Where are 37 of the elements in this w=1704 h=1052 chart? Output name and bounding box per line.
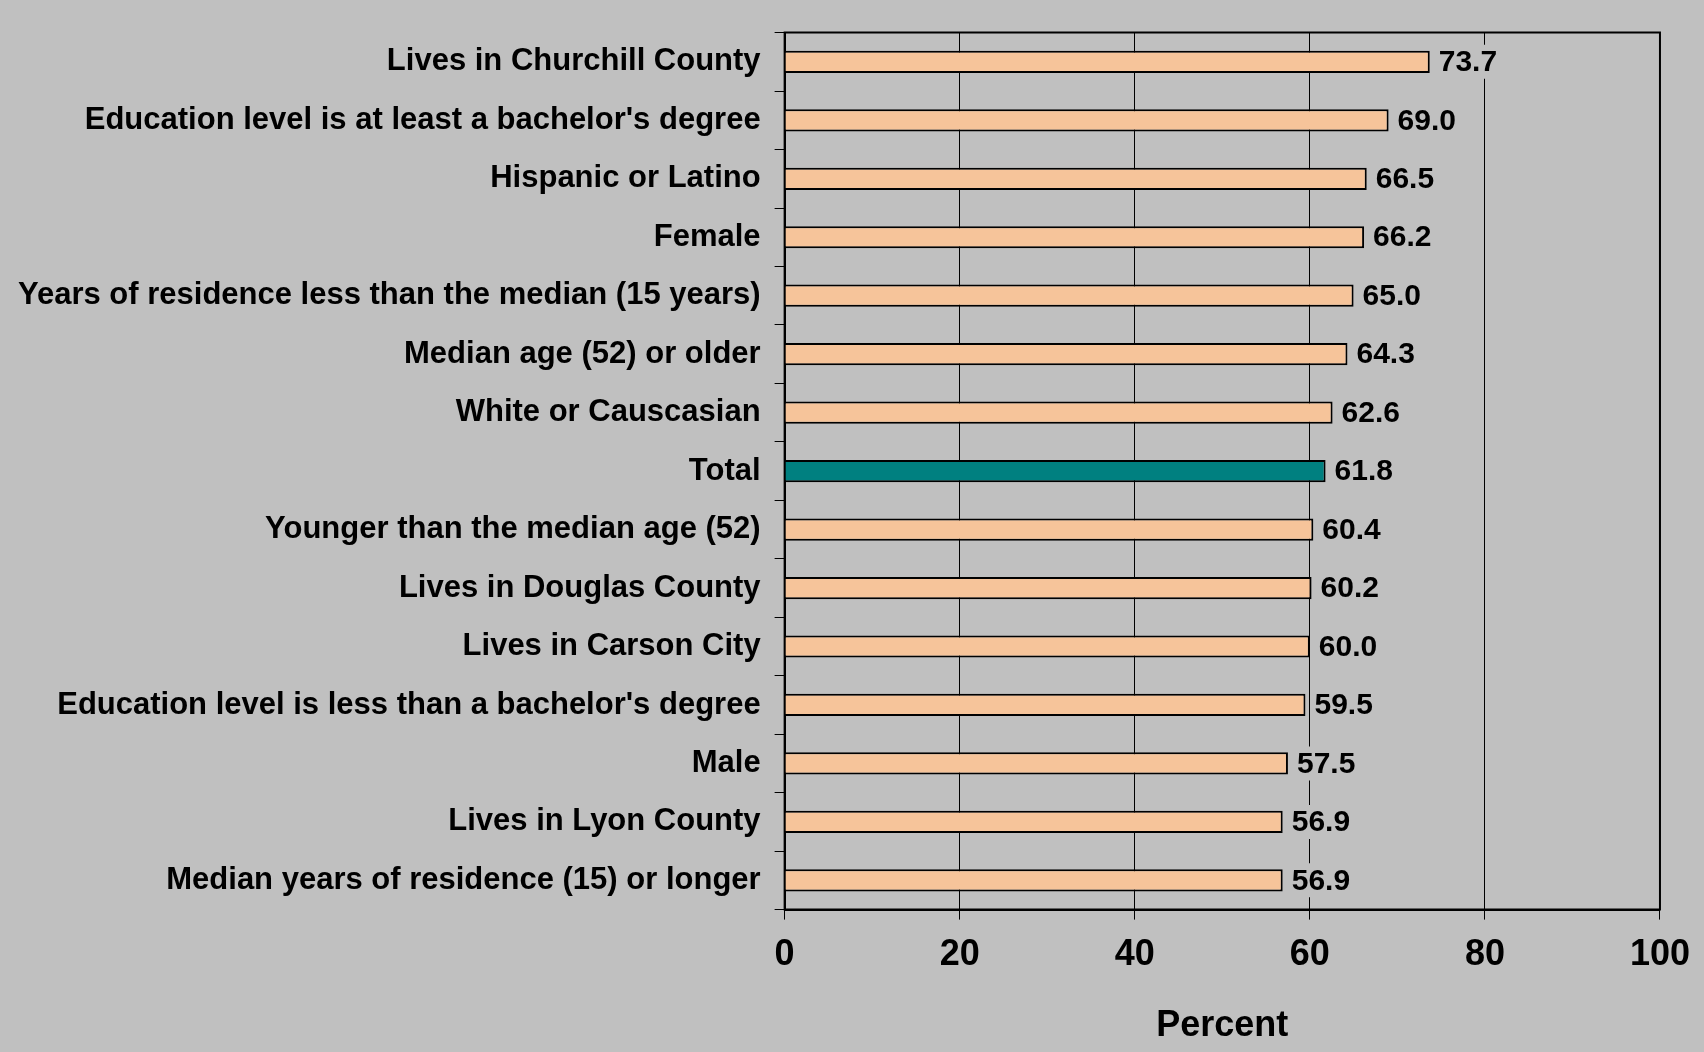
x-tick-label: 40 [1114,932,1155,974]
y-tick-label: Lives in Carson City [462,627,762,663]
y-tick-label: White or Causcasian [455,393,761,429]
x-tick-label: 60 [1289,932,1330,974]
y-tick-label: Male [691,743,761,779]
y-tick-label: Female [653,217,761,253]
y-tick-label: Median years of residence (15) or longer [166,860,761,896]
data-label: 66.5 [1375,161,1435,195]
data-label: 64.3 [1356,336,1415,370]
y-tick-label: Years of residence less than the median (15 years) [18,276,761,312]
y-tick-label: Education level is less than a bachelor's degree [57,685,761,721]
data-label: 59.5 [1314,687,1373,721]
y-tick-label: Hispanic or Latino [490,159,761,195]
x-tick-label: 100 [1629,932,1691,974]
data-label: 69.0 [1397,102,1456,136]
data-label: 60.4 [1322,511,1382,545]
data-label: 60.0 [1318,628,1378,662]
x-tick-label: 80 [1464,932,1505,974]
y-tick-label: Lives in Churchill County [386,42,762,78]
data-label: 61.8 [1334,453,1393,487]
x-tick-label: 0 [774,932,795,974]
data-label: 73.7 [1438,44,1498,78]
data-label: 65.0 [1362,277,1421,311]
y-tick-label: Education level is at least a bachelor's degree [84,100,761,136]
y-tick-label: Total [688,451,761,487]
data-label: 66.2 [1373,219,1432,253]
data-label: 56.9 [1291,862,1351,896]
y-tick-label: Younger than the median age (52) [265,510,761,546]
x-tick-label: 20 [939,932,980,974]
data-label: 60.2 [1320,570,1379,604]
data-label: 56.9 [1291,804,1351,838]
y-tick-label: Median age (52) or older [404,334,761,370]
y-tick-label: Lives in Lyon County [448,802,762,838]
x-axis-title: Percent [1156,1003,1289,1045]
data-label: 57.5 [1296,745,1356,779]
y-tick-label: Lives in Douglas County [398,568,762,604]
data-label: 62.6 [1341,394,1400,428]
